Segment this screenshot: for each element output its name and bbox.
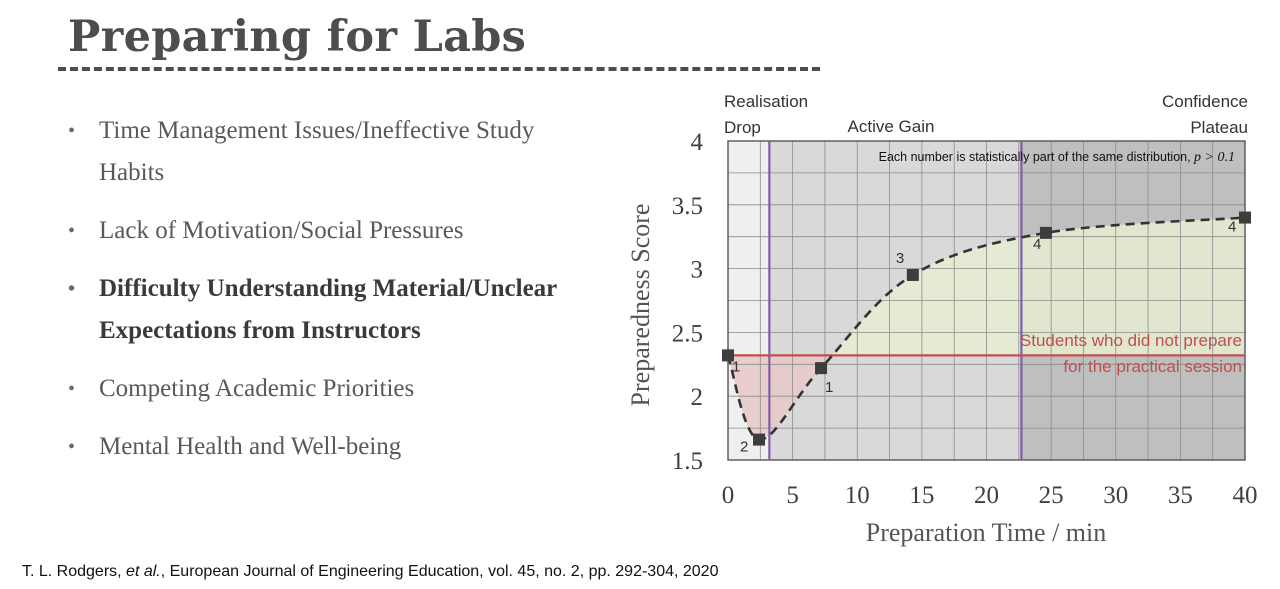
data-point: [722, 349, 734, 362]
area-above-reference: [832, 217, 1245, 356]
y-axis-title: Preparedness Score: [626, 204, 655, 407]
x-tick-label: 30: [1103, 482, 1128, 509]
x-tick-label: 25: [1039, 482, 1064, 509]
x-axis-title: Preparation Time / min: [866, 518, 1107, 547]
bullet-text: Lack of Motivation/Social Pressures: [99, 217, 464, 244]
data-point: [753, 433, 766, 446]
bullet-item: • Lack of Motivation/Social Pressures: [64, 210, 584, 252]
y-tick-label: 2.5: [672, 320, 703, 347]
citation-etal: et al.: [126, 563, 161, 580]
x-tick-label: 0: [722, 482, 735, 509]
citation-authors: T. L. Rodgers,: [22, 563, 127, 580]
x-tick-label: 5: [786, 482, 799, 509]
bullet-text: Difficulty Understanding Material/Unclea…: [99, 275, 557, 344]
title-underline: [58, 67, 820, 71]
bullet-dot-icon: •: [68, 220, 76, 242]
data-point-label: 1: [732, 358, 740, 375]
bullet-item: • Competing Academic Priorities: [64, 368, 584, 410]
bullet-dot-icon: •: [68, 436, 76, 458]
bullet-item: • Difficulty Understanding Material/Uncle…: [64, 268, 584, 352]
bullet-text: Mental Health and Well-being: [99, 433, 402, 460]
annotation: Each number is statistically part of the…: [879, 150, 1235, 165]
y-tick-label: 4: [691, 129, 704, 156]
x-tick-label: 15: [909, 482, 934, 509]
y-tick-label: 1.5: [672, 448, 703, 475]
citation-source: , European Journal of Engineering Educat…: [160, 563, 719, 580]
data-point: [815, 362, 828, 375]
x-tick-label: 20: [974, 482, 999, 509]
bullet-list: • Time Management Issues/Ineffective Stud…: [64, 110, 584, 484]
bullet-dot-icon: •: [68, 278, 76, 300]
data-point-label: 3: [896, 250, 904, 267]
y-tick-label: 2: [691, 384, 704, 411]
slide-title: Preparing for Labs: [68, 12, 527, 62]
data-point-label: 4: [1228, 219, 1236, 236]
bullet-dot-icon: •: [68, 120, 76, 142]
data-point-label: 1: [825, 379, 833, 396]
x-tick-label: 10: [845, 482, 870, 509]
annotation-prefix: Each number is statistically part of the…: [879, 150, 1194, 164]
reference-label: for the practical session: [1063, 357, 1242, 376]
region-label: Realisation: [724, 92, 808, 111]
x-tick-label: 35: [1168, 482, 1193, 509]
plot-frame: [727, 140, 1246, 461]
citation: T. L. Rodgers, et al., European Journal …: [22, 563, 718, 581]
y-tick-label: 3: [691, 257, 704, 284]
x-tick-label: 40: [1233, 482, 1258, 509]
annotation-math: p > 0.1: [1193, 150, 1235, 165]
region-label: Active Gain: [848, 117, 935, 136]
bullet-text: Competing Academic Priorities: [99, 375, 415, 402]
data-point: [1039, 226, 1052, 239]
data-point-label: 4: [1033, 236, 1041, 253]
reference-label: Students who did not prepare: [1020, 331, 1242, 350]
region-label: Drop: [724, 118, 761, 137]
bullet-text: Time Management Issues/Ineffective Study…: [99, 117, 535, 186]
data-point-label: 2: [740, 439, 748, 456]
region-label: Confidence: [1162, 92, 1248, 111]
data-point: [906, 268, 919, 281]
bullet-item: • Time Management Issues/Ineffective Stud…: [64, 110, 584, 194]
region-label: Plateau: [1190, 118, 1248, 137]
area-below-reference: [728, 355, 833, 440]
bullet-dot-icon: •: [68, 378, 76, 400]
bullet-item: • Mental Health and Well-being: [64, 426, 584, 468]
data-point: [1239, 211, 1251, 224]
y-tick-label: 3.5: [672, 193, 703, 220]
